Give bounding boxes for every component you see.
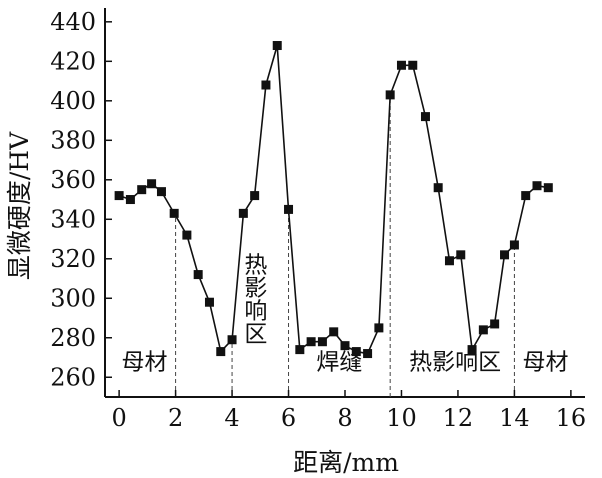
data-markers	[114, 41, 553, 359]
y-tick-label: 320	[50, 245, 96, 273]
y-tick-label: 360	[50, 166, 96, 194]
x-tick-label: 8	[337, 404, 352, 432]
data-point	[374, 323, 384, 333]
data-point	[204, 297, 214, 307]
data-point	[385, 90, 395, 100]
x-tick-label: 0	[111, 404, 126, 432]
data-point	[363, 349, 373, 359]
region-label: 热影响区	[409, 349, 501, 375]
data-point	[478, 325, 488, 335]
x-tick-label: 16	[556, 404, 587, 432]
data-point	[272, 41, 282, 51]
y-tick-label: 340	[50, 205, 96, 233]
x-tick-label: 14	[499, 404, 530, 432]
data-point	[137, 185, 147, 195]
data-point	[306, 337, 316, 347]
x-tick-label: 10	[386, 404, 417, 432]
data-point	[238, 208, 248, 218]
series-line-group	[118, 44, 549, 355]
y-tick-label: 400	[50, 87, 96, 115]
data-point	[182, 230, 192, 240]
data-point	[284, 204, 294, 214]
region-label: 母材	[522, 349, 568, 375]
data-point	[227, 335, 237, 345]
x-tick-label: 4	[224, 404, 239, 432]
data-point	[467, 345, 477, 355]
y-tick-label: 440	[50, 8, 96, 36]
data-point	[156, 187, 166, 197]
data-point	[317, 337, 327, 347]
data-point	[490, 319, 500, 329]
region-boundaries	[175, 94, 515, 397]
data-point	[340, 341, 350, 351]
data-point	[532, 181, 542, 191]
data-point	[521, 191, 531, 201]
data-point	[500, 250, 510, 260]
region-label: 热影响区	[240, 252, 268, 344]
y-tick-label: 260	[50, 363, 96, 391]
y-axis-ticks: 260 280 300 320 340 360 380 400 420 440	[50, 8, 112, 391]
y-tick-label: 280	[50, 324, 96, 352]
x-tick-label: 12	[443, 404, 474, 432]
data-point	[396, 60, 406, 70]
data-point	[114, 191, 124, 201]
data-point	[295, 345, 305, 355]
data-point	[147, 179, 157, 189]
data-point	[250, 191, 260, 201]
data-point	[408, 60, 418, 70]
data-point	[261, 80, 271, 90]
x-axis-ticks: 0 2 4 6 8 10 12 14 16	[111, 390, 586, 432]
plot-frame	[104, 8, 585, 398]
x-tick-label: 2	[168, 404, 183, 432]
data-point	[433, 183, 443, 193]
data-point	[216, 347, 226, 357]
y-tick-label: 380	[50, 126, 96, 154]
region-label: 母材	[122, 349, 168, 375]
y-tick-label: 300	[50, 284, 96, 312]
x-tick-label: 6	[281, 404, 296, 432]
data-point	[329, 327, 339, 337]
data-point	[169, 208, 179, 218]
data-point	[509, 240, 519, 250]
region-label: 焊缝	[316, 349, 362, 375]
series-line	[118, 44, 549, 355]
x-axis-title: 距离/mm	[293, 448, 399, 477]
data-point	[444, 256, 454, 266]
data-point	[351, 347, 361, 357]
data-point	[125, 195, 135, 205]
data-point	[456, 250, 466, 260]
y-axis-title: 显微硬度/HV	[5, 131, 34, 280]
data-point	[420, 112, 430, 122]
data-point	[543, 183, 553, 193]
data-point	[193, 270, 203, 280]
y-tick-label: 420	[50, 47, 96, 75]
